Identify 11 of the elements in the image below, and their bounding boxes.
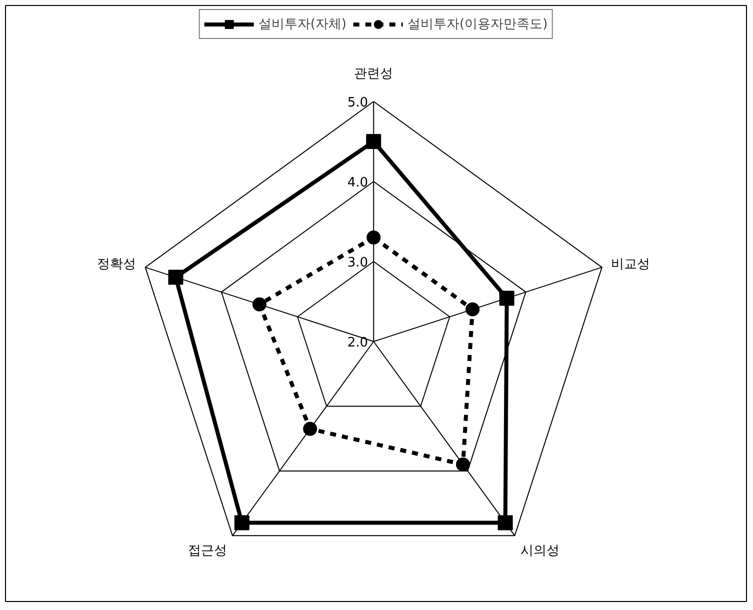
y-tick-label: 5.0 [347,96,368,110]
y-tick-label: 2.0 [347,336,368,350]
spoke-label: 접근성 [188,543,227,558]
y-tick-label: 4.0 [347,176,368,190]
spoke-label: 관련성 [354,66,394,82]
spoke-label: 정확성 [97,256,136,272]
spoke-label: 시의성 [520,543,560,558]
spoke-label: 비교성 [611,256,650,272]
y-tick-label: 3.0 [347,256,368,270]
legend-label: 설비투자(자체) [258,16,346,33]
legend-label: 설비투자(이용자만족도) [408,16,548,33]
